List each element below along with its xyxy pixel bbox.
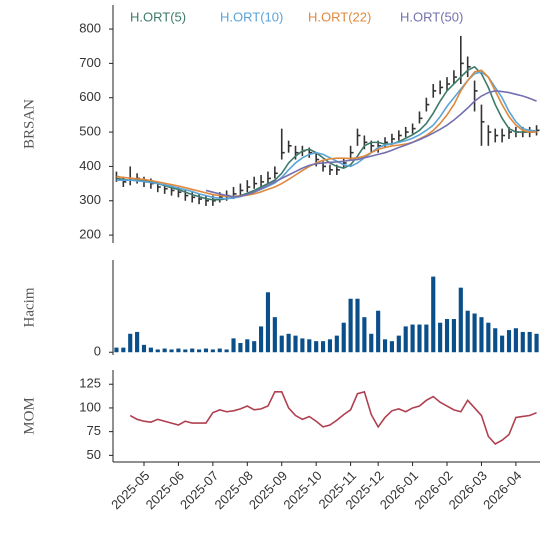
legend-label: H.ORT(10)	[220, 9, 283, 24]
volume-bar	[162, 348, 167, 353]
volume-bar	[513, 328, 518, 353]
volume-bar	[293, 335, 298, 353]
volume-bar	[506, 330, 512, 353]
volume-bar	[155, 349, 160, 353]
volume-bar	[369, 333, 374, 353]
volume-bar	[245, 339, 250, 353]
volume-bar	[382, 339, 388, 353]
volume-bar	[286, 333, 291, 353]
volume-bar	[176, 348, 181, 353]
volume-bar	[534, 333, 539, 353]
volume-bar	[417, 324, 422, 353]
x-tick-label: 2025-10	[280, 468, 324, 512]
volume-bar	[238, 343, 243, 353]
y-tick-label: 75	[87, 423, 101, 438]
legend-label: H.ORT(5)	[130, 9, 186, 24]
volume-bar	[121, 347, 126, 353]
y-tick-label: 125	[79, 376, 101, 391]
volume-bar	[203, 348, 209, 353]
volume-bar	[472, 313, 477, 353]
volume-bar	[279, 335, 284, 353]
volume-bar	[217, 348, 222, 353]
volume-bar	[424, 324, 429, 353]
ma-line	[116, 71, 537, 200]
volume-bar	[300, 338, 305, 353]
volume-bar	[389, 341, 394, 353]
volume-bar	[341, 322, 346, 353]
volume-bar	[486, 322, 491, 353]
volume-bar	[493, 328, 498, 353]
y-axis-label: MOM	[21, 397, 37, 435]
volume-bar	[272, 317, 277, 353]
volume-bar	[327, 339, 333, 353]
volume-bar	[259, 326, 264, 353]
volume-bar	[410, 324, 415, 353]
volume-bar	[348, 298, 353, 353]
y-axis-label: Hacim	[21, 287, 37, 327]
volume-bar	[135, 331, 140, 353]
volume-bar	[444, 319, 450, 353]
volume-bar	[128, 333, 133, 353]
volume-bar	[479, 317, 484, 353]
volume-bar	[231, 338, 236, 353]
volume-bar	[527, 331, 532, 353]
volume-bar	[197, 349, 202, 353]
ma-line	[205, 90, 537, 198]
y-tick-label: 600	[79, 89, 101, 104]
volume-bar	[362, 317, 367, 353]
volume-bar	[451, 319, 456, 353]
y-tick-label: 500	[79, 124, 101, 139]
y-tick-label: 50	[87, 447, 101, 462]
x-tick-label: 2026-04	[480, 468, 524, 512]
ma-line	[116, 65, 537, 201]
volume-bar	[252, 341, 257, 353]
volume-bar	[376, 310, 381, 353]
y-tick-label: 100	[79, 399, 101, 414]
ma-line	[116, 69, 537, 198]
volume-bar	[438, 322, 443, 353]
y-axis-label: BRSAN	[21, 99, 37, 149]
volume-bar	[500, 335, 505, 353]
volume-bar	[458, 287, 463, 353]
volume-bar	[396, 335, 401, 353]
legend-label: H.ORT(22)	[308, 9, 371, 24]
volume-bar	[183, 349, 188, 353]
volume-bar	[520, 331, 525, 353]
volume-bar	[224, 349, 229, 353]
volume-bar	[141, 344, 147, 353]
y-tick-label: 400	[79, 158, 101, 173]
legend-label: H.ORT(50)	[400, 9, 463, 24]
y-tick-label: 300	[79, 192, 101, 207]
volume-bar	[265, 292, 271, 353]
volume-bar	[314, 341, 319, 353]
volume-bar	[334, 335, 339, 353]
y-tick-label: 200	[79, 227, 101, 242]
volume-bar	[403, 326, 408, 353]
volume-bar	[169, 349, 174, 353]
volume-bar	[114, 347, 119, 353]
volume-bar	[431, 276, 436, 353]
volume-bar	[210, 349, 215, 353]
volume-bar	[355, 298, 360, 353]
volume-bar	[465, 310, 470, 353]
volume-bar	[307, 339, 312, 353]
volume-bar	[148, 347, 153, 353]
y-tick-label: 700	[79, 55, 101, 70]
y-tick-label: 800	[79, 20, 101, 35]
volume-bar	[320, 341, 326, 353]
mom-line	[129, 390, 537, 445]
y-tick-label: 0	[94, 344, 101, 359]
volume-bar	[190, 348, 195, 353]
